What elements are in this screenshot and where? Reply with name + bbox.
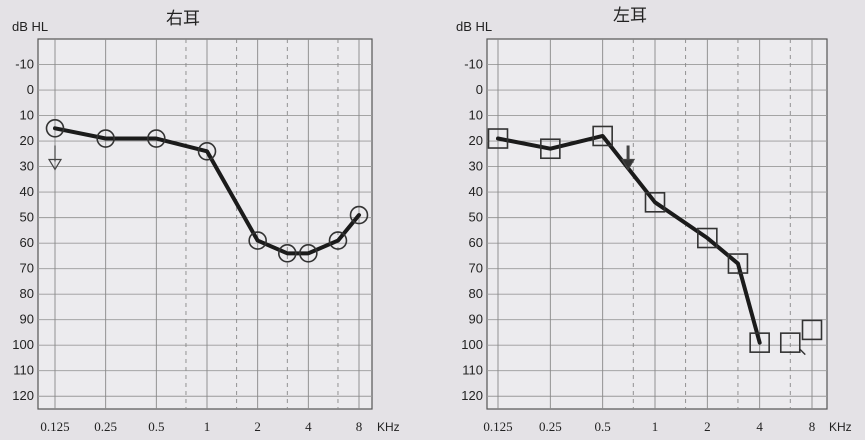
x-tick-label: 2 [254, 419, 261, 434]
square-marker [727, 253, 749, 274]
y-tick-label: 10 [469, 108, 483, 123]
x-tick-label: 0.5 [148, 419, 164, 434]
x-tick-label: 0.25 [94, 419, 117, 434]
plot-frame [37, 38, 373, 410]
y-tick-label: 60 [20, 235, 34, 250]
y-tick-label: 100 [12, 337, 34, 352]
no-response-tail-icon [798, 348, 806, 356]
no-response-square-marker [801, 319, 823, 341]
y-tick-label: 100 [461, 337, 483, 352]
x-tick-label: 1 [652, 419, 659, 434]
right-ear-audiogram: -10 0 10 20 30 40 50 60 70 80 90 100 110 120 0.125 0.25… [12, 9, 400, 434]
x-tick-label: 4 [756, 419, 763, 434]
x-tick-label: 2 [704, 419, 711, 434]
y-tick-label: 40 [20, 184, 34, 199]
x-axis-unit-label: KHz [829, 420, 852, 434]
y-axis-label: dB HL [12, 19, 48, 34]
circle-marker [96, 129, 115, 148]
square-marker [487, 128, 509, 149]
y-tick-label: 50 [20, 210, 34, 225]
y-tick-label: 80 [469, 286, 483, 301]
y-tick-label: 0 [27, 82, 34, 97]
y-tick-label: 20 [20, 133, 34, 148]
y-tick-label: 40 [469, 184, 483, 199]
square-marker [540, 138, 561, 160]
y-tick-label: 60 [469, 235, 483, 250]
y-tick-label: 50 [469, 210, 483, 225]
y-tick-label: 90 [469, 312, 483, 327]
y-tick-label: 20 [469, 133, 483, 148]
x-tick-label: 4 [305, 419, 312, 434]
y-axis-label: dB HL [456, 19, 492, 34]
square-marker [592, 125, 613, 147]
chart-title: 左耳 [613, 6, 647, 26]
y-tick-label: -10 [464, 57, 483, 72]
x-axis-unit-label: KHz [377, 420, 400, 434]
down-arrow-icon [621, 158, 636, 171]
threshold-line [53, 126, 361, 256]
x-tick-label: 8 [809, 419, 816, 434]
y-tick-label: 0 [476, 82, 483, 97]
y-tick-label: 10 [20, 108, 34, 123]
y-tick-label: 70 [469, 261, 483, 276]
x-tick-label: 1 [204, 419, 211, 434]
y-tick-label: 120 [12, 388, 34, 403]
x-tick-label: 0.125 [40, 419, 69, 434]
circle-marker [197, 141, 217, 161]
circle-marker [299, 244, 318, 263]
x-tick-label: 8 [356, 419, 363, 434]
threshold-line [496, 133, 762, 345]
square-marker [697, 227, 718, 249]
y-tick-label: 70 [20, 261, 34, 276]
circle-marker [147, 129, 166, 148]
x-tick-label: 0.25 [539, 419, 562, 434]
y-tick-label: 30 [469, 159, 483, 174]
left-ear-audiogram: -10 0 10 20 30 40 50 60 70 80 90 100 110 120 0.125 0.25… [456, 6, 852, 434]
chart-title: 右耳 [166, 9, 200, 29]
y-tick-label: 90 [20, 312, 34, 327]
square-marker [749, 332, 770, 353]
y-tick-label: -10 [15, 57, 34, 72]
x-tick-label: 0.125 [483, 419, 512, 434]
y-tick-label: 30 [20, 159, 34, 174]
circle-marker [349, 205, 369, 225]
circle-marker [328, 231, 348, 250]
y-tick-label: 80 [20, 286, 34, 301]
no-response-square-marker [779, 332, 801, 353]
down-arrow-icon [47, 158, 63, 171]
plot-frame [486, 38, 828, 410]
circle-marker [45, 119, 65, 138]
y-tick-label: 110 [13, 363, 34, 378]
x-tick-label: 0.5 [595, 419, 611, 434]
y-tick-label: 120 [461, 388, 483, 403]
circle-marker [278, 244, 297, 263]
circle-marker [248, 231, 267, 250]
square-marker [644, 192, 666, 213]
y-tick-label: 110 [462, 363, 483, 378]
